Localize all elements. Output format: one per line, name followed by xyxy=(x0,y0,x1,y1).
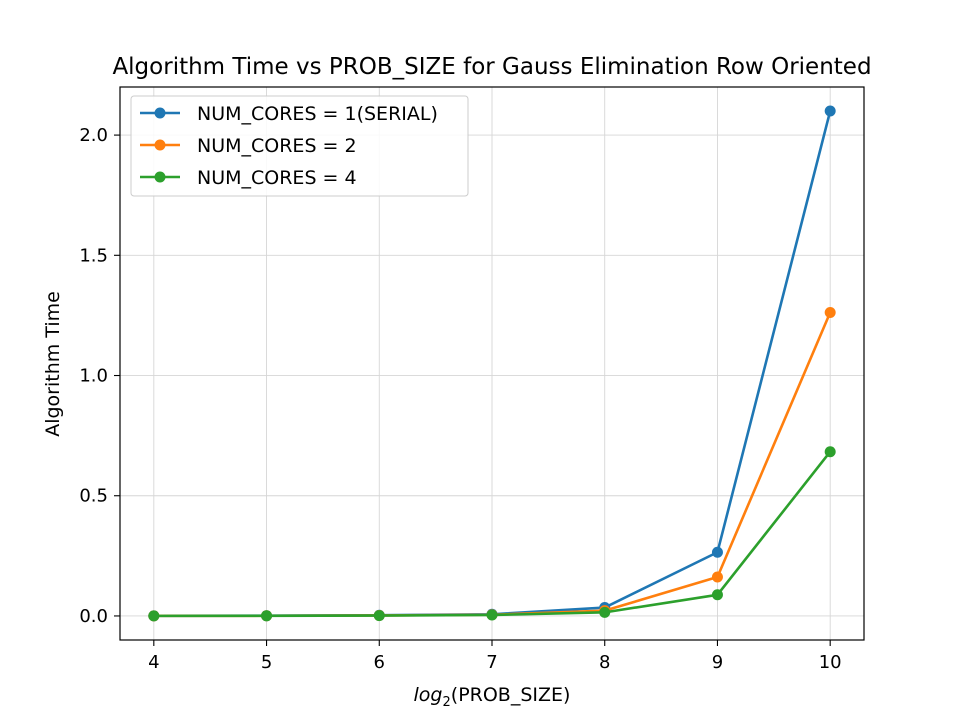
x-tick-label: 9 xyxy=(712,652,723,673)
x-tick-label: 5 xyxy=(261,652,272,673)
x-tick-label: 4 xyxy=(148,652,159,673)
data-point xyxy=(711,571,723,583)
legend-item: NUM_CORES = 2 xyxy=(140,135,357,157)
x-axis-label-log: log xyxy=(414,684,443,706)
legend: NUM_CORES = 1(SERIAL) NUM_CORES = 2 NUM_CO… xyxy=(130,95,469,197)
data-point xyxy=(373,610,385,622)
legend-label: NUM_CORES = 4 xyxy=(197,167,357,189)
data-point xyxy=(824,105,836,117)
data-point xyxy=(486,609,498,621)
y-tick-label: 1.5 xyxy=(79,245,108,266)
legend-box xyxy=(130,95,469,197)
x-tick-label: 6 xyxy=(374,652,385,673)
data-point xyxy=(261,610,273,622)
x-axis-label-rest: (PROB_SIZE) xyxy=(451,684,571,706)
legend-item: NUM_CORES = 1(SERIAL) xyxy=(140,103,438,125)
y-tick-label: 0.0 xyxy=(79,606,108,627)
x-tick-label: 7 xyxy=(486,652,497,673)
data-point xyxy=(824,307,836,319)
data-point xyxy=(824,446,836,458)
series-3 xyxy=(148,446,836,622)
data-point xyxy=(711,589,723,601)
x-tick-label: 8 xyxy=(599,652,610,673)
legend-marker xyxy=(154,171,166,183)
chart-title: Algorithm Time vs PROB_SIZE for Gauss El… xyxy=(112,54,871,80)
y-tick-label: 2.0 xyxy=(79,125,108,146)
legend-item: NUM_CORES = 4 xyxy=(140,167,357,189)
y-axis-label: Algorithm Time xyxy=(42,291,64,437)
x-axis-ticks: 4 5 6 7 8 9 10 xyxy=(148,640,842,673)
legend-label: NUM_CORES = 2 xyxy=(197,135,357,157)
legend-label: NUM_CORES = 1(SERIAL) xyxy=(197,103,438,125)
data-point xyxy=(711,546,723,558)
data-point xyxy=(148,610,160,622)
legend-marker xyxy=(154,107,166,119)
x-axis-label: log2(PROB_SIZE) xyxy=(414,684,571,710)
y-axis-ticks: 0.0 0.5 1.0 1.5 2.0 xyxy=(79,125,120,627)
y-tick-label: 1.0 xyxy=(79,366,108,387)
x-axis-label-subscript: 2 xyxy=(443,695,451,710)
series-lines xyxy=(148,105,836,622)
data-point xyxy=(599,606,611,618)
x-tick-label: 10 xyxy=(819,652,842,673)
legend-marker xyxy=(154,139,166,151)
y-tick-label: 0.5 xyxy=(79,486,108,507)
